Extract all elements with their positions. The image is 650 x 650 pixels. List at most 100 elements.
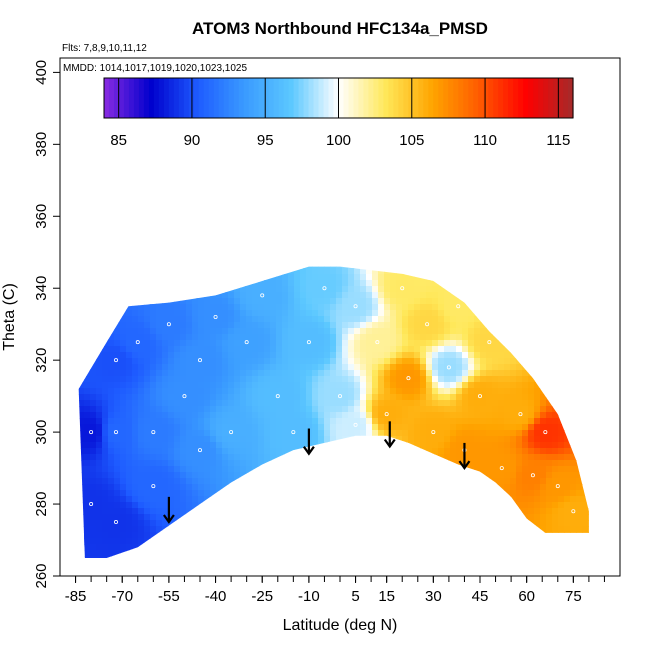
field-cell (144, 562, 151, 569)
field-cell (294, 214, 301, 221)
field-cell (174, 382, 181, 389)
field-cell (288, 394, 295, 401)
field-cell (288, 154, 295, 161)
field-cell (84, 130, 91, 137)
field-cell (132, 118, 139, 125)
field-cell (282, 370, 289, 377)
field-cell (78, 544, 85, 551)
field-cell (360, 466, 367, 473)
field-cell (186, 406, 193, 413)
field-cell (168, 412, 175, 419)
field-cell (288, 322, 295, 329)
field-cell (138, 292, 145, 299)
field-cell (150, 184, 157, 191)
field-cell (228, 448, 235, 455)
field-cell (216, 340, 223, 347)
field-cell (318, 394, 325, 401)
field-cell (396, 196, 403, 203)
field-cell (102, 172, 109, 179)
field-cell (132, 550, 139, 557)
field-cell (144, 514, 151, 521)
field-cell (348, 352, 355, 359)
field-cell (114, 514, 121, 521)
field-cell (156, 316, 163, 323)
field-cell (168, 256, 175, 263)
field-cell (150, 166, 157, 173)
field-cell (156, 244, 163, 251)
field-cell (264, 220, 271, 227)
field-cell (324, 244, 331, 251)
field-cell (228, 244, 235, 251)
field-cell (90, 220, 97, 227)
field-cell (138, 160, 145, 167)
field-cell (60, 274, 67, 281)
field-cell (102, 538, 109, 545)
field-cell (180, 406, 187, 413)
field-cell (162, 352, 169, 359)
field-cell (258, 268, 265, 275)
field-cell (288, 448, 295, 455)
field-cell (318, 460, 325, 467)
field-cell (282, 298, 289, 305)
field-cell (342, 448, 349, 455)
field-cell (96, 310, 103, 317)
field-cell (264, 358, 271, 365)
field-cell (96, 232, 103, 239)
field-cell (204, 220, 211, 227)
field-cell (384, 70, 391, 77)
field-cell (138, 358, 145, 365)
field-cell (192, 490, 199, 497)
field-cell (180, 442, 187, 449)
field-cell (276, 142, 283, 149)
field-cell (402, 244, 409, 251)
field-cell (306, 64, 313, 71)
field-cell (294, 448, 301, 455)
field-cell (144, 196, 151, 203)
field-cell (330, 394, 337, 401)
field-cell (138, 412, 145, 419)
field-cell (174, 514, 181, 521)
field-cell (246, 424, 253, 431)
field-cell (276, 532, 283, 539)
field-cell (78, 202, 85, 209)
field-cell (282, 574, 289, 581)
field-cell (396, 220, 403, 227)
field-cell (360, 388, 367, 395)
field-cell (264, 58, 271, 65)
field-cell (318, 562, 325, 569)
field-cell (156, 490, 163, 497)
field-cell (234, 286, 241, 293)
field-cell (168, 490, 175, 497)
field-cell (366, 118, 373, 125)
field-cell (144, 532, 151, 539)
field-cell (270, 172, 277, 179)
field-cell (294, 232, 301, 239)
field-cell (252, 412, 259, 419)
field-cell (78, 112, 85, 119)
field-cell (60, 196, 67, 203)
field-cell (132, 274, 139, 281)
field-cell (354, 364, 361, 371)
field-cell (84, 160, 91, 167)
field-cell (216, 316, 223, 323)
field-cell (348, 508, 355, 515)
field-cell (306, 352, 313, 359)
field-cell (288, 118, 295, 125)
field-cell (246, 310, 253, 317)
field-cell (132, 496, 139, 503)
field-cell (312, 178, 319, 185)
field-cell (318, 160, 325, 167)
field-cell (294, 142, 301, 149)
field-cell (372, 160, 379, 167)
field-cell (198, 316, 205, 323)
field-cell (60, 388, 67, 395)
field-cell (252, 424, 259, 431)
field-cell (264, 208, 271, 215)
field-cell (222, 508, 229, 515)
field-cell (108, 244, 115, 251)
field-cell (294, 574, 301, 581)
field-cell (66, 196, 73, 203)
field-cell (348, 532, 355, 539)
field-cell (240, 268, 247, 275)
field-cell (288, 406, 295, 413)
